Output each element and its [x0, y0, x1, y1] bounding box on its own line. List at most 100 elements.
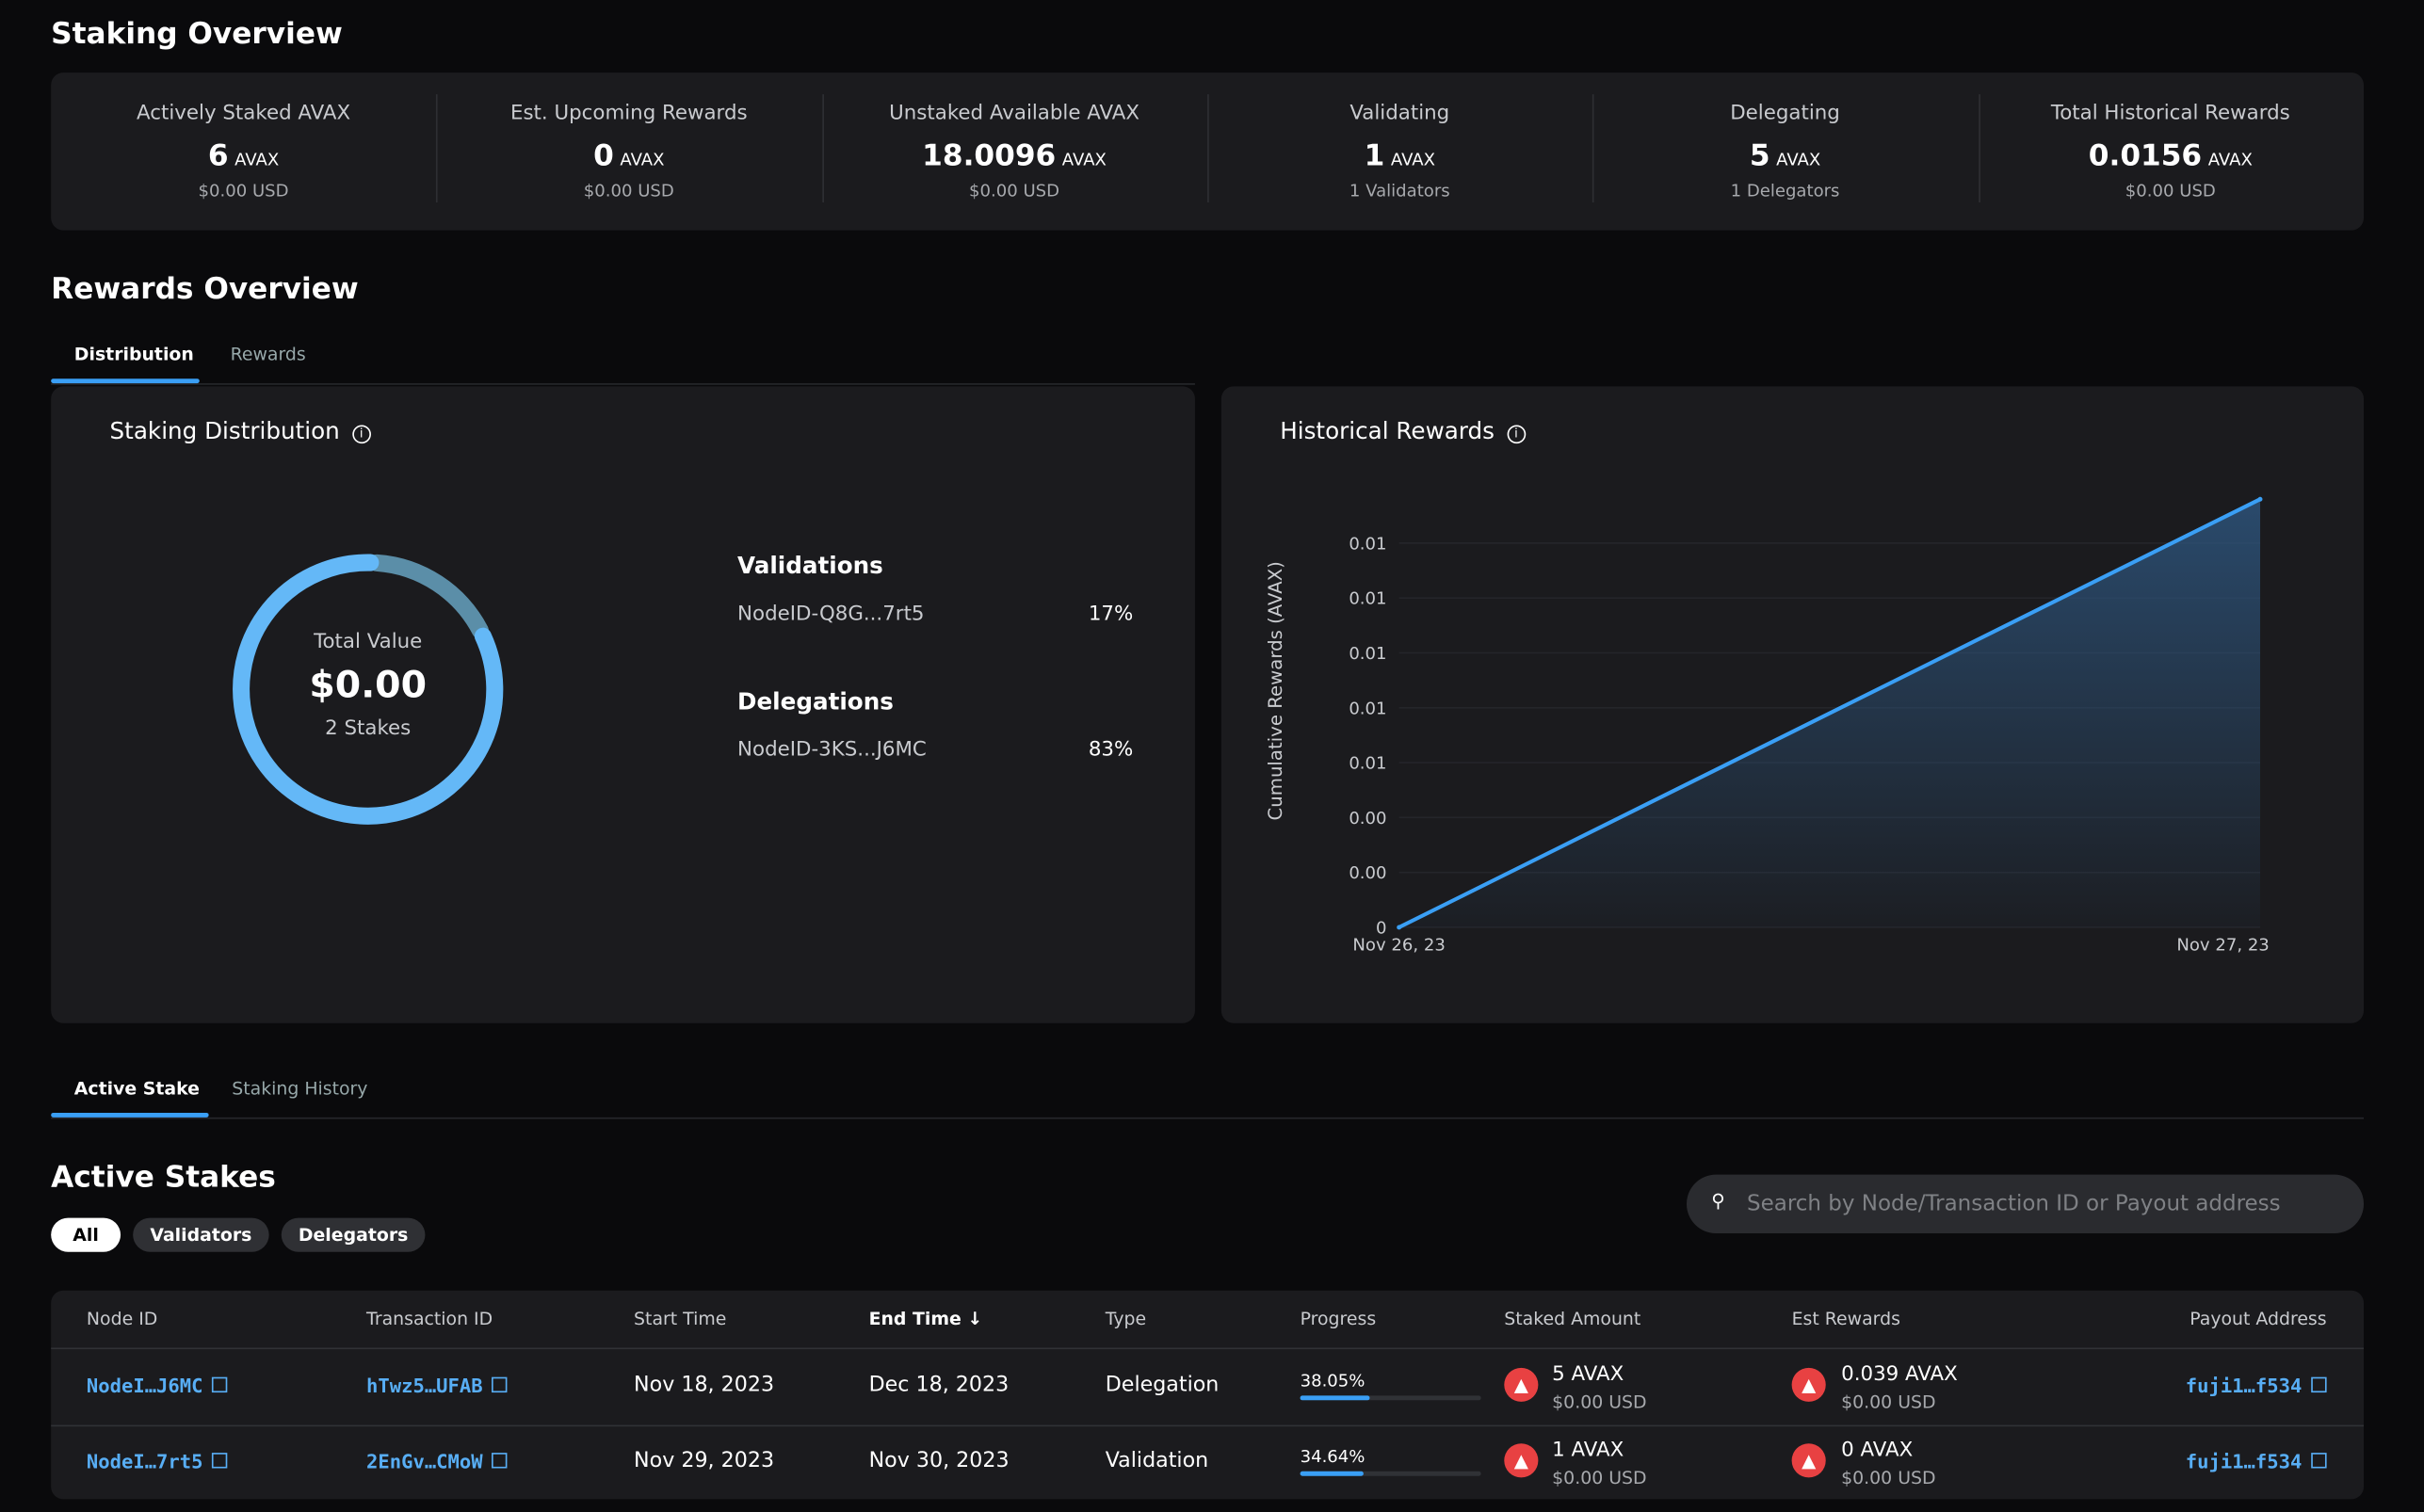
y-tick-label: 0.01: [1349, 589, 1386, 609]
legend-delegation-percent: 83%: [1088, 738, 1134, 763]
stat-value: 0 AVAX: [436, 139, 821, 173]
progress-bar: [1300, 1395, 1481, 1401]
stat-item: Delegating 5 AVAX 1 Delegators: [1592, 72, 1978, 230]
x-tick-label: Nov 26, 23: [1352, 935, 1446, 956]
stat-number: 0.0156: [2088, 138, 2203, 173]
stakes-table: [51, 1290, 2365, 1500]
staked-amount: 1 AVAX: [1552, 1439, 1624, 1462]
info-icon[interactable]: i: [351, 425, 371, 444]
staking-overview-title: Staking Overview: [51, 17, 343, 52]
avax-logo-icon: ▲: [1504, 1367, 1539, 1402]
transaction-id-link[interactable]: 2EnGv…CMoW: [366, 1450, 508, 1472]
tab-rewards[interactable]: Rewards: [230, 343, 306, 365]
stat-label: Est. Upcoming Rewards: [509, 102, 748, 125]
donut-segment-validations[interactable]: [368, 554, 489, 639]
search-placeholder: Search by Node/Transaction ID or Payout …: [1747, 1191, 2281, 1216]
stat-unit: AVAX: [1776, 150, 1821, 170]
col-est-rewards: Est Rewards: [1791, 1307, 1900, 1329]
y-tick-label: 0.00: [1349, 809, 1386, 828]
col-transaction-id: Transaction ID: [366, 1307, 493, 1329]
y-tick-label: 0.01: [1349, 644, 1386, 664]
donut-segment-delegations[interactable]: [233, 554, 504, 825]
donut-center-value: $0.00: [309, 663, 428, 707]
stat-item: Actively Staked AVAX 6 AVAX $0.00 USD: [51, 72, 436, 230]
y-tick-label: 0: [1376, 919, 1386, 939]
stat-divider: [1592, 94, 1594, 203]
donut-center-sub: 2 Stakes: [325, 716, 412, 741]
est-rewards-usd: $0.00 USD: [1841, 1391, 1936, 1413]
x-tick-label: Nov 27, 23: [2176, 935, 2270, 956]
legend-validations-title: Validations: [737, 552, 883, 580]
progress-text: 34.64%: [1300, 1446, 1366, 1467]
sort-arrow-down-icon[interactable]: ↓: [967, 1307, 983, 1329]
y-tick-label: 0.01: [1349, 534, 1386, 554]
donut-chart: [233, 554, 504, 825]
external-link-icon[interactable]: [492, 1376, 508, 1393]
y-tick-label: 0.01: [1349, 754, 1386, 774]
y-tick-label: 0.01: [1349, 699, 1386, 718]
stat-value: 0.0156 AVAX: [1978, 139, 2363, 173]
stat-sub: $0.00 USD: [198, 181, 289, 201]
est-rewards-usd: $0.00 USD: [1841, 1466, 1936, 1488]
start-time: Nov 29, 2023: [634, 1448, 775, 1473]
staked-amount: 5 AVAX: [1552, 1362, 1624, 1387]
external-link-icon[interactable]: [2311, 1453, 2327, 1469]
avax-logo-icon: ▲: [1504, 1443, 1539, 1478]
transaction-id-link[interactable]: hTwz5…UFAB: [366, 1374, 508, 1397]
stake-type: Delegation: [1105, 1372, 1220, 1398]
node-id-link[interactable]: NodeI…J6MC: [87, 1374, 228, 1397]
stat-label: Actively Staked AVAX: [136, 102, 351, 125]
active-tab-indicator: [51, 378, 200, 384]
end-time: Nov 30, 2023: [868, 1448, 1010, 1473]
payout-address-link[interactable]: fuji1…f534: [2017, 1374, 2327, 1398]
tab-active-stake[interactable]: Active Stake: [73, 1077, 200, 1100]
stat-unit: AVAX: [1061, 150, 1107, 170]
payout-address-text: fuji1…f534: [2185, 1374, 2303, 1398]
col-end-time[interactable]: End Time ↓: [869, 1308, 983, 1329]
info-icon[interactable]: i: [1507, 425, 1526, 444]
stat-label: Unstaked Available AVAX: [889, 102, 1139, 125]
external-link-icon[interactable]: [2311, 1376, 2327, 1393]
col-node-id: Node ID: [86, 1307, 158, 1329]
col-type: Type: [1105, 1307, 1147, 1329]
stat-label: Total Historical Rewards: [2050, 102, 2290, 125]
y-tick-label: 0.00: [1349, 863, 1386, 883]
external-link-icon[interactable]: [212, 1453, 228, 1469]
historical-rewards-card: Historical Rewards i 0 0.00 0.00 0.01 0.01 0.0…: [1220, 386, 2365, 1023]
external-link-icon[interactable]: [212, 1376, 228, 1393]
node-id-link[interactable]: NodeI…7rt5: [86, 1449, 228, 1473]
data-point[interactable]: [2257, 496, 2263, 502]
stat-item: Validating 1 AVAX 1 Validators: [1207, 72, 1592, 230]
tab-distribution[interactable]: Distribution: [73, 343, 194, 365]
legend-delegations-title: Delegations: [737, 687, 894, 716]
external-link-icon[interactable]: [492, 1453, 508, 1469]
col-end-time-label: End Time: [868, 1307, 962, 1329]
historical-rewards-title: Historical Rewards i: [1280, 417, 1526, 445]
est-rewards: 0 AVAX: [1841, 1439, 1914, 1462]
search-input[interactable]: ⚲ Search by Node/Transaction ID or Payou…: [1686, 1174, 2365, 1233]
stats-card: Actively Staked AVAX 6 AVAX $0.00 USD Est…: [51, 72, 2365, 231]
data-point[interactable]: [1397, 925, 1402, 930]
node-id-text: NodeI…7rt5: [86, 1449, 203, 1473]
stat-sub: $0.00 USD: [583, 181, 674, 201]
filter-all[interactable]: All: [51, 1217, 121, 1252]
payout-address-link[interactable]: fuji1…f534: [2017, 1450, 2327, 1472]
stat-item: Total Historical Rewards 0.0156 AVAX $0.0…: [1978, 72, 2363, 230]
tab-divider: [51, 1117, 2365, 1119]
stat-number: 5: [1749, 138, 1770, 173]
filter-validators[interactable]: Validators: [133, 1217, 269, 1252]
stat-value: 5 AVAX: [1592, 139, 1978, 173]
progress-text: 38.05%: [1300, 1371, 1366, 1391]
legend-validation-node: NodeID-Q8G...7rt5: [737, 603, 925, 626]
row-divider: [51, 1424, 2365, 1427]
stat-number: 0: [593, 138, 614, 173]
tab-staking-history[interactable]: Staking History: [232, 1077, 368, 1100]
filter-delegators[interactable]: Delegators: [281, 1217, 426, 1252]
stat-divider: [1206, 94, 1209, 203]
stat-sub: $0.00 USD: [2125, 181, 2216, 201]
y-axis-label: Cumulative Rewards (AVAX): [1264, 561, 1286, 821]
stat-label: Delegating: [1730, 102, 1840, 125]
transaction-id-text: hTwz5…UFAB: [366, 1374, 483, 1398]
staking-distribution-title-text: Staking Distribution: [109, 417, 340, 445]
stat-value: 1 AVAX: [1207, 139, 1592, 173]
